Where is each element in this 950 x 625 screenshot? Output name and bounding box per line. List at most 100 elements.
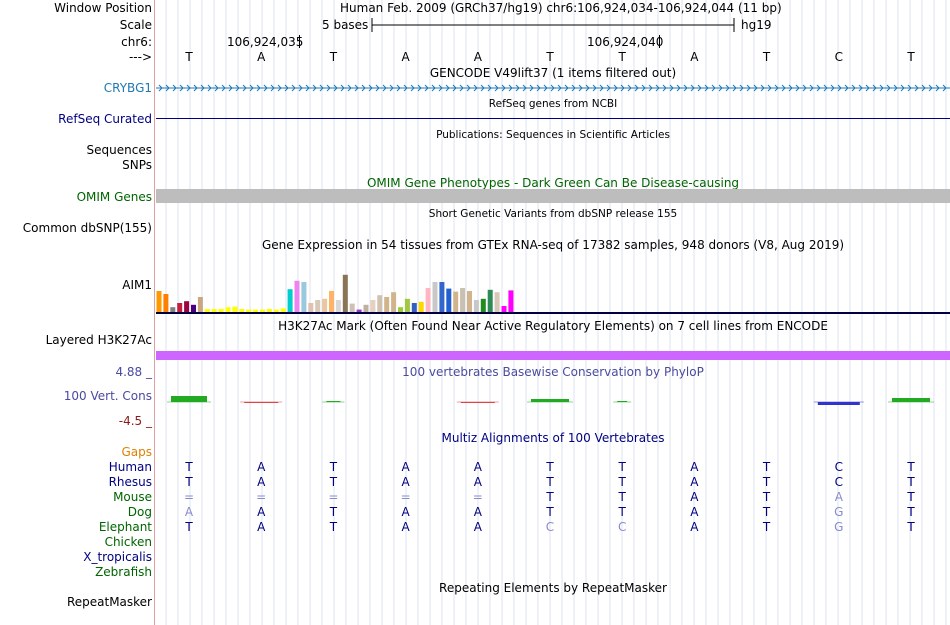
gtex-tissue-bar[interactable]	[266, 309, 272, 312]
gtex-tissue-bar[interactable]	[170, 307, 176, 312]
gtex-tissue-bar[interactable]	[487, 289, 493, 312]
repeatmasker-label[interactable]: RepeatMasker	[66, 595, 152, 609]
alignment-base: A	[401, 520, 410, 534]
gtex-tissue-bar[interactable]	[356, 309, 362, 312]
species-label[interactable]: X_tropicalis	[83, 550, 152, 564]
dbsnp-label[interactable]: Common dbSNP(155)	[22, 221, 152, 235]
species-label[interactable]: Rhesus	[108, 475, 152, 489]
gtex-tissue-bar[interactable]	[273, 309, 279, 312]
gtex-tissue-bar[interactable]	[280, 308, 286, 312]
gtex-tissue-bar[interactable]	[363, 304, 369, 312]
gtex-tissue-bar[interactable]	[301, 282, 307, 312]
gtex-tissue-bar[interactable]	[287, 289, 293, 312]
gtex-tissue-bar[interactable]	[177, 303, 183, 312]
gencode-track-title[interactable]: GENCODE V49lift37 (1 items filtered out)	[429, 66, 677, 80]
species-label[interactable]: Dog	[127, 505, 152, 519]
pubs-sequences-label[interactable]: Sequences	[86, 143, 152, 157]
alignment-base: A	[473, 475, 482, 489]
phylop-label[interactable]: 100 Vert. Cons	[63, 389, 152, 403]
gtex-tissue-bar[interactable]	[163, 294, 169, 312]
gtex-tissue-bar[interactable]	[253, 309, 259, 312]
gtex-tissue-bar[interactable]	[197, 297, 203, 312]
gtex-tissue-bar[interactable]	[335, 300, 341, 312]
gtex-tissue-bar[interactable]	[322, 298, 328, 312]
gtex-track-title[interactable]: Gene Expression in 54 tissues from GTEx …	[261, 238, 845, 252]
species-label[interactable]: Human	[108, 460, 152, 474]
gtex-tissue-bar[interactable]	[342, 274, 348, 312]
gtex-tissue-bar[interactable]	[480, 298, 486, 312]
omim-track-title[interactable]: OMIM Gene Phenotypes - Dark Green Can Be…	[366, 176, 740, 190]
alignment-base: C	[834, 460, 843, 474]
gtex-tissue-bar[interactable]	[404, 298, 410, 312]
pubs-snps-label[interactable]: SNPs	[122, 158, 152, 172]
gtex-tissue-bar[interactable]	[425, 288, 431, 312]
multiz-track-title[interactable]: Multiz Alignments of 100 Vertebrates	[441, 431, 665, 445]
gtex-tissue-bar[interactable]	[294, 280, 300, 312]
refseq-track-title[interactable]: RefSeq genes from NCBI	[488, 98, 618, 110]
gtex-tissue-bar[interactable]	[329, 291, 334, 312]
alignment-base: A	[257, 505, 266, 519]
gtex-tissue-bar[interactable]	[411, 303, 417, 312]
repeatmasker-track-title[interactable]: Repeating Elements by RepeatMasker	[439, 581, 667, 595]
gtex-tissue-bar[interactable]	[494, 292, 500, 312]
gtex-tissue-bar[interactable]	[501, 306, 507, 312]
gtex-tissue-bar[interactable]	[315, 300, 321, 312]
gtex-tissue-bar[interactable]	[439, 282, 445, 312]
gtex-tissue-bar[interactable]	[184, 301, 190, 312]
gaps-label[interactable]: Gaps	[121, 445, 152, 459]
alignment-base: A	[473, 460, 482, 474]
gtex-tissue-bar[interactable]	[156, 291, 162, 312]
refseq-gene-line[interactable]	[156, 118, 950, 119]
alignment-base: A	[690, 505, 699, 519]
gtex-tissue-bar[interactable]	[239, 309, 245, 312]
gtex-tissue-bar[interactable]	[377, 295, 383, 312]
gtex-tissue-bar[interactable]	[418, 301, 424, 312]
gtex-tissue-bar[interactable]	[460, 288, 466, 312]
gencode-gene-label[interactable]: CRYBG1	[103, 81, 152, 95]
species-label[interactable]: Elephant	[98, 520, 152, 534]
gtex-tissue-bar[interactable]	[391, 292, 397, 312]
dbsnp-track-title[interactable]: Short Genetic Variants from dbSNP releas…	[428, 208, 678, 220]
gtex-tissue-bar[interactable]	[218, 309, 224, 312]
window-position-value[interactable]: Human Feb. 2009 (GRCh37/hg19) chr6:106,9…	[340, 1, 782, 15]
phylop-track-title[interactable]: 100 vertebrates Basewise Conservation by…	[402, 365, 704, 379]
gtex-tissue-bar[interactable]	[473, 300, 479, 312]
gtex-tissue-bar[interactable]	[349, 303, 355, 312]
gtex-tissue-bar[interactable]	[191, 304, 196, 312]
gtex-tissue-bar[interactable]	[246, 309, 252, 312]
gtex-tissue-bar[interactable]	[308, 303, 314, 312]
gtex-expression-chart[interactable]	[156, 252, 950, 314]
base-1: A	[257, 50, 266, 64]
species-label[interactable]: Mouse	[113, 490, 152, 504]
h3k27ac-label[interactable]: Layered H3K27Ac	[45, 333, 152, 347]
h3k27ac-track-title[interactable]: H3K27Ac Mark (Often Found Near Active Re…	[278, 319, 828, 333]
gtex-tissue-bar[interactable]	[370, 300, 376, 312]
gtex-tissue-bar[interactable]	[384, 297, 390, 312]
gtex-tissue-bar[interactable]	[232, 306, 238, 312]
gtex-tissue-bar[interactable]	[398, 307, 403, 312]
gtex-tissue-bar[interactable]	[204, 309, 210, 312]
gtex-tissue-bar[interactable]	[467, 291, 472, 312]
gencode-gene-feature[interactable]	[156, 80, 950, 96]
alignment-base: G	[834, 520, 844, 534]
refseq-label[interactable]: RefSeq Curated	[58, 112, 152, 126]
h3k27ac-signal[interactable]	[156, 351, 950, 360]
species-label[interactable]: Zebrafish	[95, 565, 152, 579]
gtex-tissue-bar[interactable]	[260, 309, 265, 312]
omim-label[interactable]: OMIM Genes	[76, 190, 152, 204]
pubs-track-title[interactable]: Publications: Sequences in Scientific Ar…	[436, 129, 670, 141]
alignment-base: T	[546, 490, 554, 504]
gtex-tissue-bar[interactable]	[211, 309, 217, 312]
coordinate-2: 106,924,040	[587, 35, 664, 49]
omim-gene-feature[interactable]	[156, 189, 950, 203]
base-7: A	[690, 50, 699, 64]
gtex-tissue-bar[interactable]	[508, 290, 514, 312]
gtex-tissue-bar[interactable]	[453, 291, 459, 312]
gtex-gene-label[interactable]: AIM1	[122, 278, 152, 292]
species-label[interactable]: Chicken	[104, 535, 152, 549]
gtex-tissue-bar[interactable]	[432, 282, 438, 312]
phylop-score-mark	[244, 402, 279, 403]
gtex-tissue-bar[interactable]	[446, 288, 452, 312]
gtex-tissue-bar[interactable]	[225, 307, 231, 312]
phylop-conservation-plot[interactable]	[156, 380, 950, 420]
